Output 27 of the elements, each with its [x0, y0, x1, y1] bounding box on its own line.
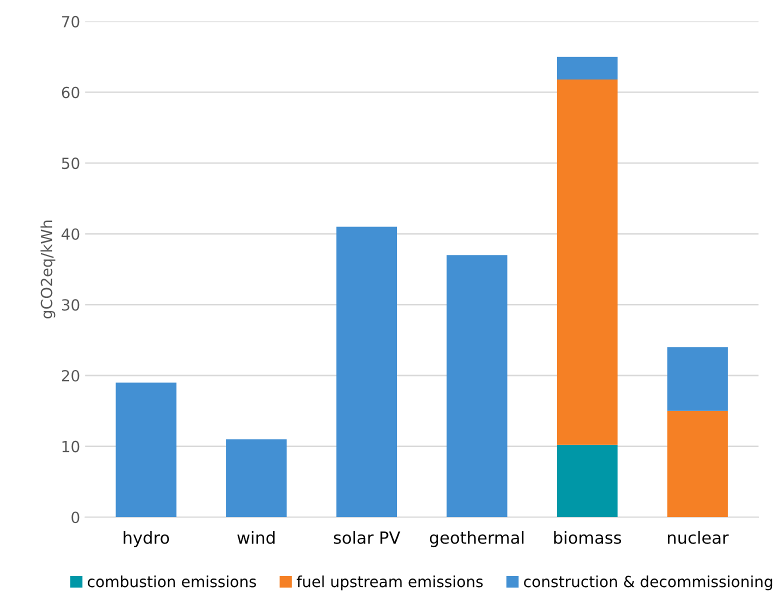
- y-tick-label: 70: [62, 16, 80, 28]
- y-tick-label: 40: [62, 228, 80, 240]
- bar: [667, 410, 728, 518]
- bar: [556, 444, 618, 518]
- bar: [556, 79, 618, 445]
- bar: [556, 56, 618, 80]
- bar: [336, 226, 398, 518]
- x-tick-label: biomass: [554, 531, 622, 544]
- x-tick-label: geothermal: [430, 531, 524, 548]
- legend-label: combustion emissions: [88, 576, 256, 588]
- x-tick-label: solar PV: [334, 531, 400, 544]
- y-tick-label: 10: [62, 440, 80, 452]
- bar: [116, 382, 176, 518]
- x-tick-label: wind: [237, 531, 275, 544]
- bar: [226, 439, 287, 518]
- bar: [446, 255, 508, 518]
- bar: [667, 347, 728, 411]
- y-tick-label: 50: [62, 158, 80, 170]
- x-tick-label: nuclear: [668, 531, 729, 544]
- y-tick-label: 0: [72, 512, 80, 524]
- y-tick-label: 30: [62, 299, 80, 311]
- y-tick-label: 60: [62, 86, 80, 98]
- legend-label: construction & decommissioning: [524, 576, 772, 590]
- legend-label: fuel upstream emissions: [296, 576, 483, 590]
- y-tick-label: 20: [62, 370, 80, 382]
- x-tick-label: hydro: [124, 531, 170, 548]
- y-axis-title: gCO2eq/kWh: [40, 220, 56, 318]
